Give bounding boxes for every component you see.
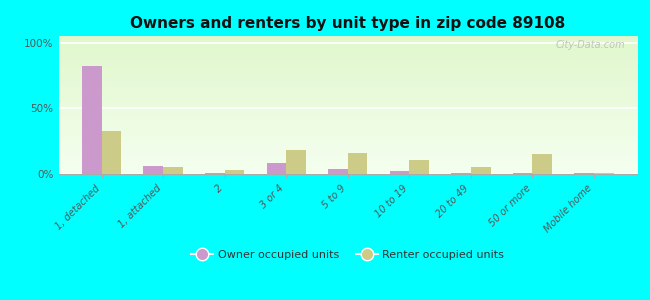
Bar	[205, 173, 225, 174]
Bar	[225, 170, 244, 174]
Bar	[144, 166, 163, 174]
Bar	[410, 160, 429, 174]
Bar	[328, 169, 348, 174]
Bar	[266, 164, 286, 174]
Bar	[286, 150, 306, 174]
Text: City-Data.com: City-Data.com	[556, 40, 625, 50]
Bar	[163, 167, 183, 174]
Bar	[471, 167, 491, 174]
Bar	[513, 173, 532, 174]
Legend: Owner occupied units, Renter occupied units: Owner occupied units, Renter occupied un…	[187, 246, 509, 265]
Bar	[101, 130, 122, 174]
Bar	[451, 173, 471, 174]
Bar	[348, 153, 367, 174]
Title: Owners and renters by unit type in zip code 89108: Owners and renters by unit type in zip c…	[130, 16, 566, 31]
Bar	[532, 154, 552, 174]
Bar	[82, 66, 101, 174]
Bar	[594, 173, 614, 174]
Bar	[389, 171, 410, 174]
Bar	[574, 173, 594, 174]
